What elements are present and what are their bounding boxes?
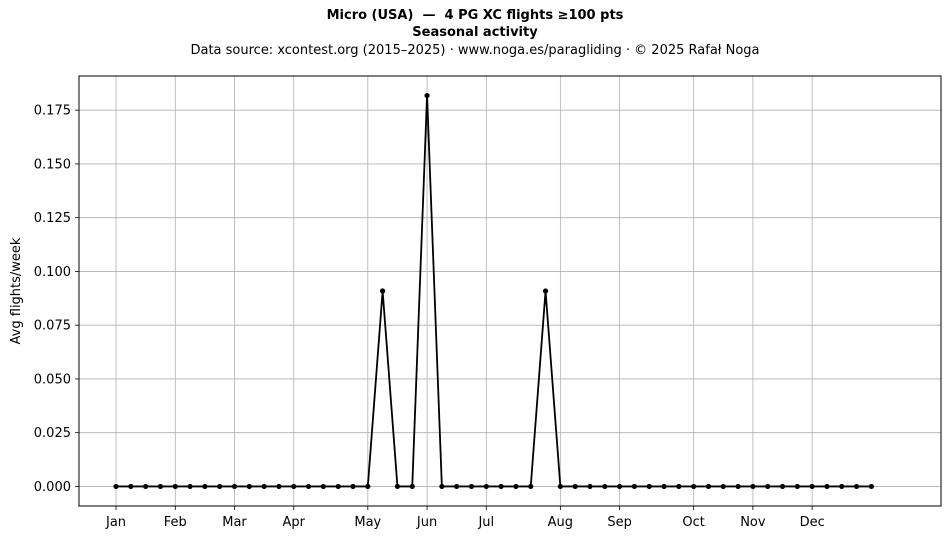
data-point [720, 483, 726, 490]
y-tick-label: 0.175 [34, 104, 71, 119]
x-tick-label: Sep [607, 515, 632, 530]
source-note: Data source: xcontest.org (2015–2025) · … [190, 43, 760, 58]
series-points [113, 92, 874, 490]
data-point [661, 483, 667, 490]
data-point [335, 483, 341, 490]
data-point [646, 483, 652, 490]
data-point [587, 483, 593, 490]
data-point [172, 483, 178, 490]
y-tick-label: 0.025 [34, 426, 71, 441]
data-point [809, 483, 815, 490]
data-point [454, 483, 460, 490]
data-point [128, 483, 134, 490]
data-point [380, 288, 386, 294]
data-point [705, 483, 712, 490]
plot-frame [78, 75, 942, 507]
series-line [116, 94, 872, 488]
grid [79, 76, 941, 506]
data-point [320, 483, 326, 490]
data-point [572, 483, 578, 490]
data-point [794, 483, 800, 490]
x-tick-label: Feb [164, 515, 187, 530]
data-point [779, 483, 786, 490]
data-point [276, 483, 282, 490]
data-point [143, 483, 149, 490]
data-point [291, 483, 297, 490]
series-line-path [116, 94, 872, 488]
data-point [853, 483, 860, 490]
y-axis: 0.000 0.025 0.050 0.075 0.100 0.125 0.150 0.175 [34, 104, 79, 495]
data-point [202, 483, 208, 490]
data-point [365, 483, 371, 490]
data-point [557, 483, 563, 490]
chart-subtitle: Seasonal activity [412, 25, 538, 40]
data-point [617, 483, 623, 490]
x-tick-label: Nov [740, 515, 766, 530]
data-point [750, 483, 756, 490]
x-tick-label: Mar [222, 515, 247, 530]
y-tick-label: 0.100 [34, 265, 71, 280]
data-point [483, 483, 489, 490]
data-point [498, 483, 504, 490]
x-tick-label: Dec [800, 515, 825, 530]
data-point [246, 483, 252, 490]
y-tick-label: 0.150 [34, 157, 71, 172]
data-point [468, 483, 475, 490]
data-point [394, 483, 401, 490]
x-tick-label: Jan [105, 515, 126, 530]
data-point [409, 483, 415, 490]
x-tick-label: Jul [477, 515, 494, 530]
data-point [631, 483, 638, 490]
data-point [735, 483, 741, 490]
data-point [261, 483, 267, 490]
y-tick-label: 0.000 [34, 480, 71, 495]
data-point [157, 483, 164, 490]
x-tick-label: Jun [416, 515, 437, 530]
data-point [217, 483, 223, 490]
data-point [439, 483, 445, 490]
data-point [868, 483, 874, 490]
x-tick-label: Oct [682, 515, 704, 530]
data-point [350, 483, 356, 490]
data-point [542, 288, 549, 294]
data-point [424, 92, 430, 99]
data-point [187, 483, 193, 490]
data-point [528, 483, 534, 490]
y-axis-label: Avg flights/week [9, 237, 24, 344]
data-point [824, 483, 830, 490]
data-point [231, 483, 238, 490]
data-point [676, 483, 682, 490]
y-tick-label: 0.075 [34, 319, 71, 334]
data-point [765, 483, 771, 490]
data-point [602, 483, 608, 490]
data-point [513, 483, 519, 490]
data-point [691, 483, 697, 490]
data-point [305, 483, 312, 490]
x-axis: Jan Feb Mar Apr May Jun Jul Aug Sep Oct Nov Dec [105, 506, 825, 530]
x-tick-label: Apr [283, 515, 306, 530]
chart-title: Micro (USA) — 4 PG XC flights ≥100 pts [326, 8, 624, 23]
data-point [839, 483, 845, 490]
y-tick-label: 0.125 [34, 211, 71, 226]
x-tick-label: May [354, 515, 381, 530]
x-tick-label: Aug [548, 515, 573, 530]
y-tick-label: 0.050 [34, 372, 71, 387]
data-point [113, 483, 119, 490]
